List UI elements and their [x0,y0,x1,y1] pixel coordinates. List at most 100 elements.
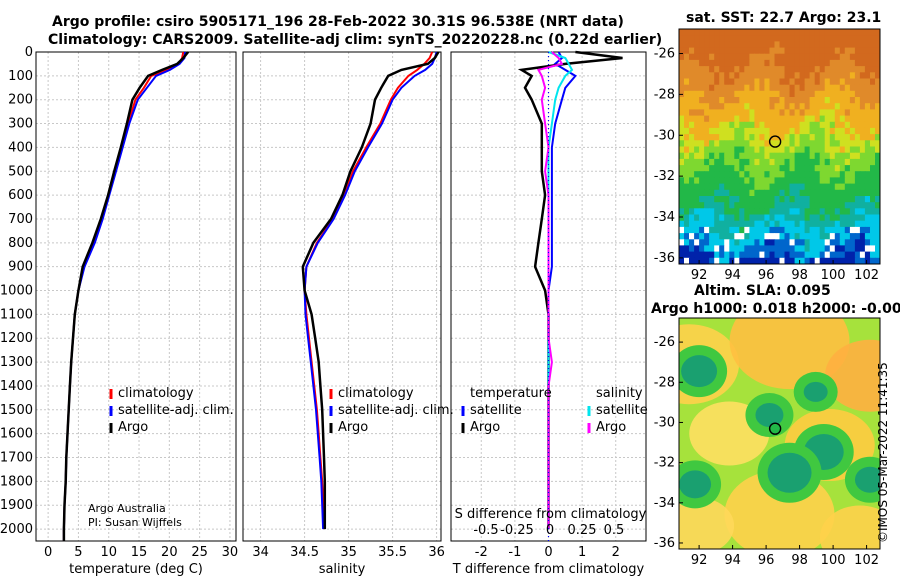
sst-cell [849,47,856,55]
sst-cell [699,165,705,172]
sst-cell [734,158,740,166]
sst-cell [875,202,880,209]
sst-cell [694,202,700,209]
sst-cell [769,140,776,148]
sst-cell [789,202,796,209]
sst-cell [854,251,861,259]
sst-cell [839,140,846,148]
sst-cell [744,257,750,264]
sst-cell [864,29,871,36]
sst-cell [824,245,831,253]
sst-cell [839,90,846,98]
sst-cell [734,220,740,228]
sst-cell [744,84,750,92]
sst-cell [854,177,861,185]
sst-cell [809,183,816,191]
x-tick-label: 34 [252,545,269,560]
sst-cell [819,165,826,172]
sst-cell [799,66,806,73]
sst-cell [859,103,866,110]
sst-cell [779,214,786,222]
sst-cell [704,109,710,117]
sst-cell [870,115,876,123]
sst-cell [729,214,735,222]
sst-cell [799,47,806,55]
sst-cell [719,90,725,98]
sst-cell [764,90,770,98]
sst-cell [759,47,765,55]
sst-cell [779,239,786,247]
sst-cell [774,245,781,253]
sst-cell [864,78,871,86]
sst-cell [729,202,735,209]
sst-cell [689,177,695,185]
sst-cell [875,78,880,86]
sst-cell [784,78,791,86]
sst-cell [839,59,846,67]
sst-cell [734,189,740,197]
sst-cell [819,146,826,154]
sst-cell [739,171,745,178]
sst-cell [734,146,740,154]
x-tick-label: 5 [74,545,82,560]
sst-cell [794,66,801,73]
legend-label: satellite [596,403,648,418]
sst-cell [829,152,836,160]
sst-cell [704,84,710,92]
sst-cell [834,152,841,160]
sst-cell [854,53,861,61]
sst-cell [789,72,796,80]
sst-cell [684,121,690,129]
sst-cell [794,47,801,55]
sst-cell [839,103,846,110]
sst-cell [859,220,866,228]
legend-title-salinity: salinity [596,386,643,401]
sst-cell [864,66,871,73]
sst-cell [689,220,695,228]
sst-cell [819,97,826,104]
sst-cell [834,84,841,92]
sst-cell [739,189,745,197]
sst-cell [749,121,755,129]
sst-cell [784,59,791,67]
sst-cell [769,251,776,259]
sst-cell [809,103,816,110]
sst-cell [799,53,806,61]
sst-cell [724,72,730,80]
sst-cell [814,208,821,216]
sst-cell [864,226,871,234]
sst-cell [729,59,735,67]
sst-cell [779,59,786,67]
sst-cell [749,103,755,110]
sst-cell [864,121,871,129]
sst-cell [699,115,705,123]
sst-cell [774,41,781,49]
map-y-tick-label: -26 [654,47,675,62]
sst-cell [834,115,841,123]
sst-cell [789,90,796,98]
sst-cell [864,189,871,197]
sst-cell [809,53,816,61]
sst-cell [724,245,730,253]
sst-cell [819,177,826,185]
sst-cell [789,257,796,264]
sst-cell [774,47,781,55]
sst-cell [744,220,750,228]
sst-cell [804,90,811,98]
sst-cell [749,35,755,42]
sst-cell [719,115,725,123]
sst-cell [734,226,740,234]
sst-cell [764,177,770,185]
sst-cell [724,127,730,135]
sst-cell [719,47,725,55]
sst-cell [875,239,880,247]
sst-cell [764,220,770,228]
sst-cell [724,146,730,154]
sst-cell [689,183,695,191]
sst-cell [719,152,725,160]
sst-cell [709,226,715,234]
sst-cell [714,239,720,247]
sst-cell [704,35,710,42]
sst-cell [844,146,851,154]
